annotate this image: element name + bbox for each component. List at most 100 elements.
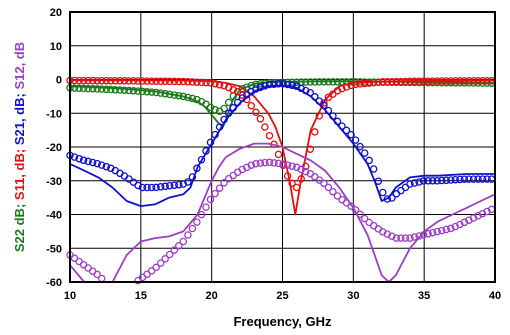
data-point bbox=[478, 77, 487, 85]
y-tick-label: -60 bbox=[46, 277, 62, 289]
data-point bbox=[451, 175, 460, 184]
data-point bbox=[188, 173, 197, 181]
data-point bbox=[274, 159, 283, 168]
data-point bbox=[383, 195, 392, 203]
data-point bbox=[215, 123, 224, 131]
data-point bbox=[451, 77, 460, 85]
data-point bbox=[206, 79, 215, 87]
data-point bbox=[410, 179, 419, 187]
data-point bbox=[229, 86, 237, 94]
data-point bbox=[410, 77, 419, 86]
data-point bbox=[456, 77, 464, 85]
data-point bbox=[428, 177, 437, 185]
data-point bbox=[161, 90, 169, 98]
data-point bbox=[283, 172, 292, 180]
data-point bbox=[406, 180, 414, 188]
data-point bbox=[147, 77, 156, 85]
data-point bbox=[392, 234, 401, 242]
data-point bbox=[406, 234, 414, 242]
series-line-path bbox=[69, 142, 496, 283]
data-point bbox=[156, 259, 165, 267]
y-axis-label-part: S21, dB; bbox=[12, 93, 27, 149]
data-point bbox=[320, 78, 328, 86]
data-point bbox=[369, 165, 378, 173]
data-point bbox=[165, 181, 174, 190]
y-tick-label: -50 bbox=[46, 243, 62, 255]
data-point bbox=[84, 157, 92, 166]
data-point bbox=[374, 177, 383, 185]
data-point bbox=[247, 161, 256, 169]
data-point bbox=[97, 85, 106, 93]
data-point bbox=[270, 159, 278, 167]
data-point bbox=[442, 225, 451, 234]
data-point bbox=[175, 242, 183, 250]
data-point bbox=[211, 189, 219, 198]
data-point bbox=[356, 80, 364, 88]
data-point bbox=[211, 79, 219, 88]
data-point bbox=[102, 85, 111, 94]
data-point bbox=[252, 108, 260, 117]
data-point bbox=[70, 84, 79, 92]
data-point bbox=[456, 175, 464, 184]
data-point bbox=[447, 176, 455, 184]
data-point bbox=[138, 87, 147, 96]
data-point bbox=[320, 179, 328, 188]
data-point bbox=[238, 91, 247, 99]
data-point bbox=[193, 218, 201, 226]
data-point bbox=[347, 202, 355, 210]
data-point bbox=[193, 78, 201, 86]
data-point bbox=[424, 177, 432, 185]
data-point bbox=[415, 232, 423, 240]
data-point bbox=[428, 77, 437, 85]
data-point bbox=[252, 159, 260, 168]
data-point bbox=[329, 112, 337, 120]
data-point bbox=[283, 80, 292, 89]
x-tick-label: 10 bbox=[64, 290, 76, 302]
data-point bbox=[483, 207, 491, 216]
x-tick-label: 30 bbox=[347, 290, 359, 302]
data-point bbox=[383, 230, 392, 238]
data-point bbox=[93, 85, 101, 93]
data-point bbox=[116, 77, 124, 85]
data-point bbox=[419, 77, 428, 85]
data-point bbox=[184, 93, 192, 102]
data-point bbox=[333, 78, 342, 86]
data-point bbox=[315, 78, 324, 86]
data-point bbox=[188, 224, 197, 233]
data-point bbox=[134, 181, 142, 190]
data-point bbox=[397, 234, 405, 242]
data-point bbox=[474, 212, 482, 220]
series-3-markers bbox=[66, 76, 496, 192]
data-point bbox=[469, 175, 478, 183]
data-point bbox=[184, 77, 192, 86]
data-point bbox=[179, 92, 188, 101]
y-axis-label-part: S22 dB; bbox=[12, 204, 27, 252]
data-point bbox=[270, 80, 278, 88]
data-point bbox=[442, 176, 451, 185]
y-tick-label: -20 bbox=[46, 142, 62, 154]
data-point bbox=[111, 86, 120, 94]
data-point bbox=[369, 78, 378, 87]
data-point bbox=[279, 79, 287, 88]
series-5-markers bbox=[66, 79, 496, 203]
data-point bbox=[229, 104, 237, 112]
data-point bbox=[447, 77, 455, 85]
data-point bbox=[184, 231, 192, 239]
data-point bbox=[184, 178, 192, 186]
data-point bbox=[351, 136, 360, 144]
data-point bbox=[410, 233, 419, 241]
data-point bbox=[338, 122, 346, 130]
data-point bbox=[206, 138, 215, 147]
data-point bbox=[88, 84, 97, 93]
data-point bbox=[197, 155, 206, 164]
data-point bbox=[175, 77, 183, 86]
data-point bbox=[437, 176, 446, 185]
data-point bbox=[424, 77, 432, 85]
data-point bbox=[129, 87, 138, 95]
data-point bbox=[79, 156, 88, 165]
data-point bbox=[233, 98, 242, 107]
data-point bbox=[134, 87, 142, 95]
data-point bbox=[288, 81, 296, 90]
data-point bbox=[324, 78, 333, 86]
x-tick-label: 40 bbox=[489, 290, 501, 302]
